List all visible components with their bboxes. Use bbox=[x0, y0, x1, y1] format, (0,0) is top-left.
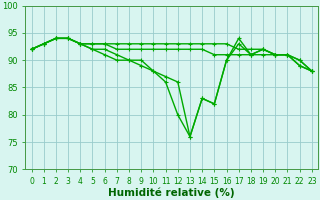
X-axis label: Humidité relative (%): Humidité relative (%) bbox=[108, 187, 235, 198]
